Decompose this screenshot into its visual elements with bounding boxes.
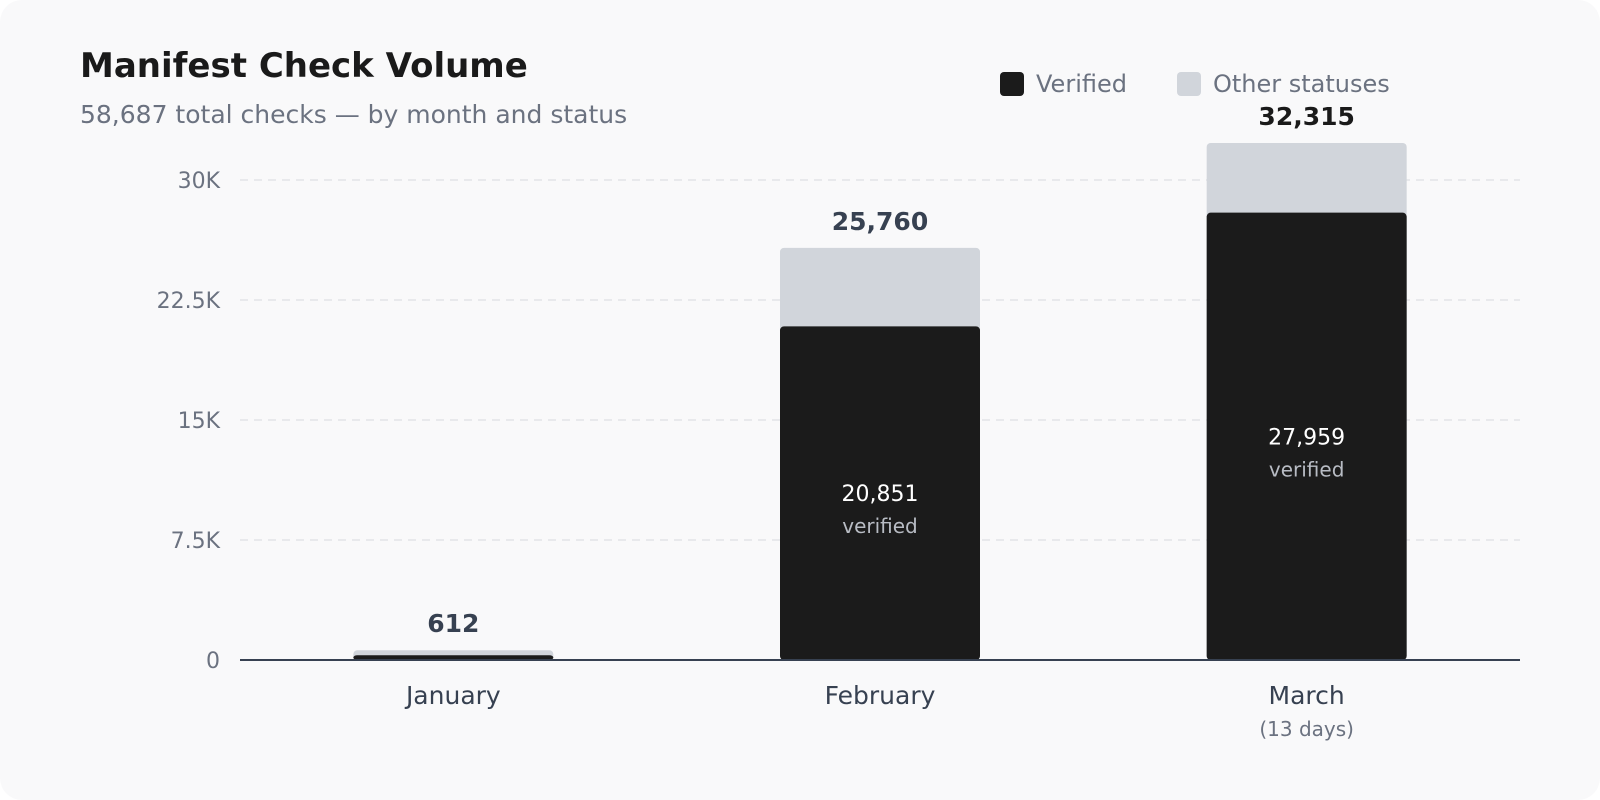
chart-subtitle: 58,687 total checks — by month and statu… [80,100,628,129]
y-tick-label: 0 [206,649,220,674]
y-tick-label: 7.5K [171,529,221,554]
legend-swatch-verified [1000,72,1024,96]
bar-verified-february [780,326,980,660]
x-tick-label: January [404,681,501,710]
bar-verified-note: verified [1269,457,1345,481]
legend-label-other: Other statuses [1212,70,1390,98]
x-tick-note: (13 days) [1259,717,1354,741]
legend-label-verified: Verified [1036,70,1127,98]
legend: Verified Other statuses [1000,70,1440,98]
bar-total-label: 32,315 [1258,102,1354,131]
bar-verified-value: 27,959 [1268,425,1345,450]
y-tick-label: 15K [178,409,221,434]
legend-item-other: Other statuses [1176,70,1390,98]
bar-total-label: 25,760 [832,207,928,236]
legend-swatch-other [1176,72,1201,96]
bar-verified-note: verified [842,514,918,538]
bar-verified-january [353,655,554,660]
legend-item-verified: Verified [1000,70,1127,98]
chart-title: Manifest Check Volume [80,46,528,86]
bar-verified-march [1206,212,1407,660]
y-tick-label: 30K [178,169,221,194]
y-tick-label: 22.5K [157,289,221,314]
bar-total-label: 612 [427,609,479,638]
x-tick-label: March [1269,681,1345,710]
x-tick-label: February [825,681,936,710]
bar-verified-value: 20,851 [842,482,919,507]
